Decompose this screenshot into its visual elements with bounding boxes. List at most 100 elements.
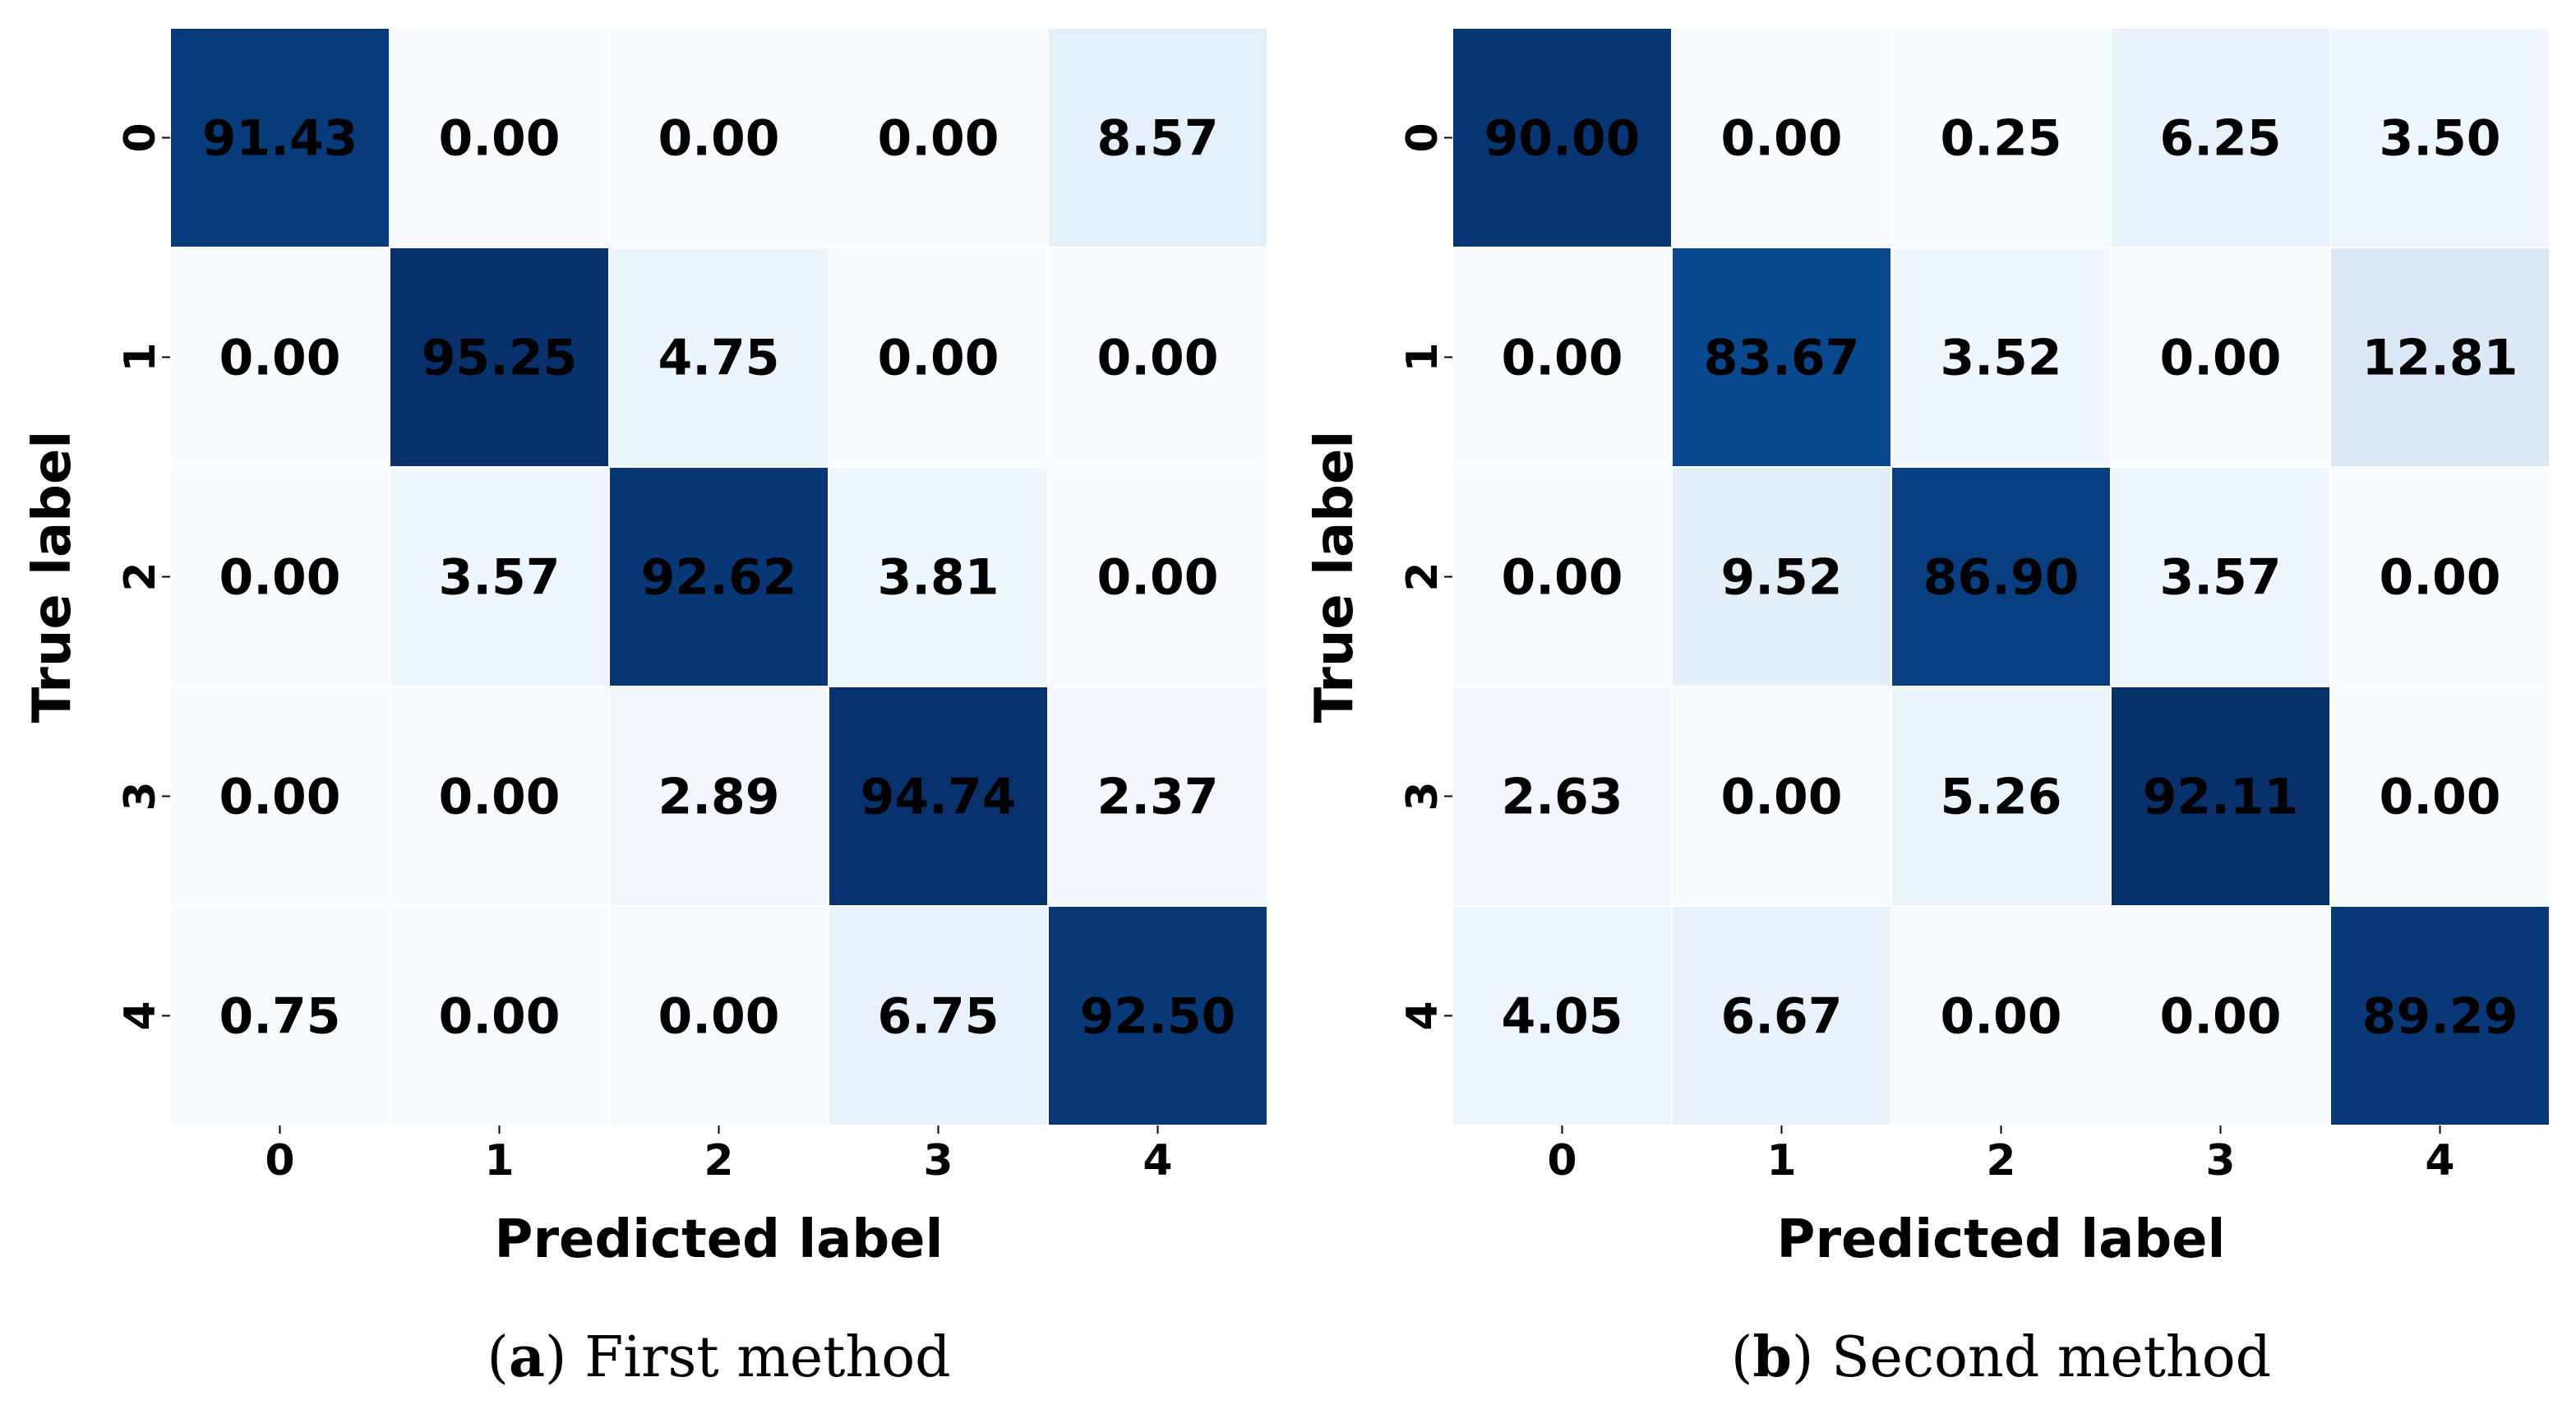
heatmap-cell	[2329, 27, 2551, 248]
cell-value-label: 92.11	[2143, 769, 2299, 826]
heatmap-cell	[1452, 466, 1673, 687]
caption-title: First method	[584, 1325, 951, 1390]
x-tick-label: 2	[704, 1136, 733, 1185]
y-axis-label: True label	[1304, 431, 1365, 723]
heatmap-cell	[389, 466, 610, 687]
x-tick-label: 4	[1143, 1136, 1172, 1185]
cell-value-label: 0.00	[2159, 988, 2281, 1046]
cell-value-label: 0.00	[219, 549, 340, 607]
cell-value-label: 0.00	[219, 330, 340, 387]
y-tick-label: 1	[116, 342, 165, 372]
heatmap-cell	[608, 27, 829, 248]
cell-value-label: 0.00	[438, 769, 560, 826]
heatmap-cell	[608, 466, 829, 687]
x-tick-label: 0	[1547, 1136, 1577, 1185]
caption-letter: b	[1752, 1324, 1792, 1390]
heatmap-cell	[608, 686, 829, 907]
heatmap-cell	[828, 27, 1049, 248]
heatmap-cell	[1890, 466, 2112, 687]
caption-open-paren: (	[487, 1325, 509, 1390]
cell-value-label: 0.00	[1720, 110, 1842, 168]
heatmap-cell	[1047, 686, 1268, 907]
cell-value-label: 0.75	[219, 988, 340, 1046]
cell-value-label: 92.62	[641, 549, 797, 607]
cell-value-label: 6.25	[2159, 110, 2281, 168]
heatmap-cell	[1452, 905, 1673, 1126]
heatmap-cell	[2110, 686, 2331, 907]
heatmap-cell	[608, 247, 829, 468]
cell-value-label: 0.00	[1501, 549, 1623, 607]
heatmap-cell	[2110, 27, 2331, 248]
heatmap-cell	[389, 905, 610, 1126]
heatmap-cell	[828, 686, 1049, 907]
cell-value-label: 3.57	[2159, 549, 2281, 607]
caption-title: Second method	[1831, 1325, 2271, 1390]
heatmap-cell	[2329, 466, 2551, 687]
heatmap-cell	[608, 905, 829, 1126]
cell-value-label: 3.81	[877, 549, 999, 607]
cell-value-label: 92.50	[1080, 988, 1236, 1046]
heatmap-cell	[1047, 247, 1268, 468]
cell-value-label: 5.26	[1940, 769, 2061, 826]
cell-value-label: 3.57	[438, 549, 560, 607]
heatmap-cell	[389, 27, 610, 248]
cell-value-label: 4.75	[658, 330, 779, 387]
cell-value-label: 2.89	[658, 769, 779, 826]
heatmap-cell	[828, 466, 1049, 687]
heatmap-cell	[389, 686, 610, 907]
heatmap-cell	[2329, 905, 2551, 1126]
heatmap-cell	[1047, 905, 1268, 1126]
heatmap-cell	[1671, 466, 1892, 687]
x-tick-label: 1	[1766, 1136, 1796, 1185]
cell-value-label: 0.00	[1096, 330, 1218, 387]
cell-value-label: 94.74	[861, 769, 1017, 826]
cell-value-label: 3.50	[2379, 110, 2500, 168]
cell-value-label: 6.67	[1720, 988, 1842, 1046]
x-tick-label: 3	[923, 1136, 953, 1185]
heatmap-cell	[1671, 27, 1892, 248]
cell-value-label: 0.00	[1720, 769, 1842, 826]
heatmap-cell	[1452, 27, 1673, 248]
cell-value-label: 83.67	[1704, 330, 1860, 387]
cell-value-label: 12.81	[2362, 330, 2518, 387]
y-tick-label: 1	[1398, 342, 1447, 372]
cell-value-label: 89.29	[2362, 988, 2518, 1046]
caption-letter: a	[509, 1324, 545, 1390]
subfigure-caption: (a) First method	[487, 1324, 950, 1390]
cell-value-label: 0.00	[877, 110, 999, 168]
heatmap-cell	[169, 27, 390, 248]
cell-value-label: 0.00	[438, 988, 560, 1046]
heatmap-cell	[1047, 466, 1268, 687]
heatmap-cell	[1890, 686, 2112, 907]
cell-value-label: 8.57	[1096, 110, 1218, 168]
x-tick-label: 4	[2425, 1136, 2454, 1185]
heatmap-cell	[1047, 27, 1268, 248]
heatmap-cell	[169, 905, 390, 1126]
y-tick-label: 2	[116, 562, 165, 591]
cell-value-label: 0.25	[1940, 110, 2061, 168]
cell-value-label: 2.37	[1096, 769, 1218, 826]
heatmap-panel-a: 91.43 0.00 0.00 0.00 8.57 0.00 95.25 4.75 0.00 0.…	[22, 27, 1268, 1390]
x-tick-label: 0	[265, 1136, 294, 1185]
heatmap-cell	[1671, 686, 1892, 907]
cell-value-label: 4.05	[1501, 988, 1623, 1046]
heatmap-cell	[2110, 466, 2331, 687]
cell-value-label: 6.75	[877, 988, 999, 1046]
heatmap-cell	[1890, 905, 2112, 1126]
x-tick-label: 1	[484, 1136, 514, 1185]
caption-close-paren: )	[1792, 1325, 1831, 1390]
y-tick-label: 3	[1398, 781, 1447, 811]
cell-value-label: 0.00	[877, 330, 999, 387]
cell-value-label: 90.00	[1484, 110, 1641, 168]
caption-open-paren: (	[1731, 1325, 1753, 1390]
subfigure-caption: (b) Second method	[1731, 1324, 2271, 1390]
y-tick-label: 2	[1398, 562, 1447, 591]
x-tick-label: 3	[2205, 1136, 2235, 1185]
heatmap-cell	[169, 247, 390, 468]
cell-value-label: 0.00	[658, 110, 779, 168]
cell-value-label: 0.00	[1096, 549, 1218, 607]
cell-value-label: 0.00	[1501, 330, 1623, 387]
y-axis-label: True label	[22, 431, 83, 723]
cell-value-label: 91.43	[202, 110, 358, 168]
